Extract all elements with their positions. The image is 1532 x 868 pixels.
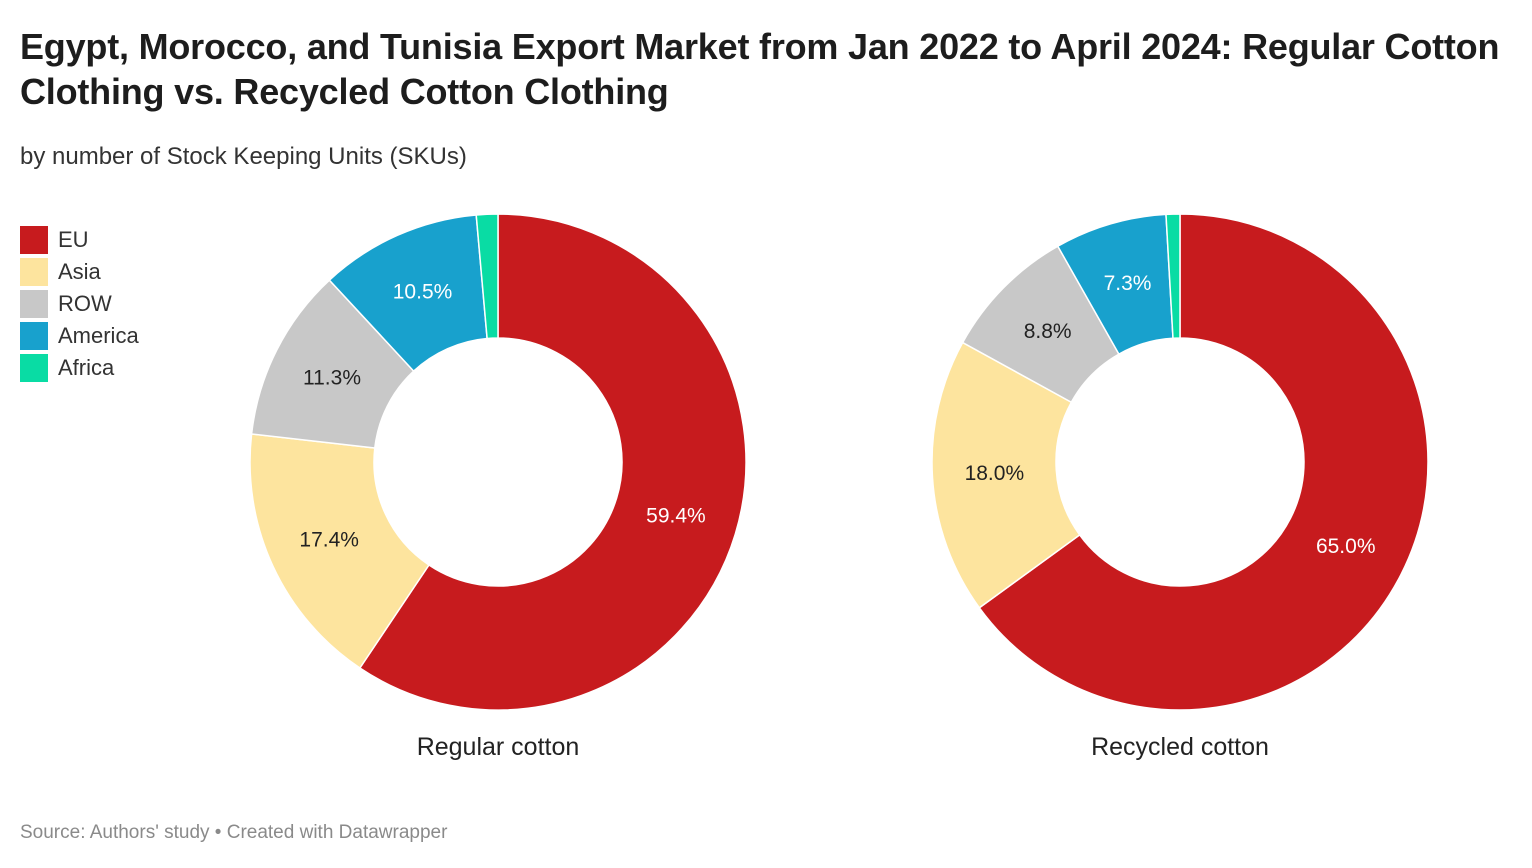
slice-regular-cotton-asia <box>249 433 430 670</box>
legend-swatch-america <box>20 322 48 350</box>
legend-label-america: America <box>58 323 139 348</box>
legend-item-asia: Asia <box>20 256 139 288</box>
data-label-recycled-cotton-row: 8.8% <box>1024 320 1072 343</box>
slice-recycled-cotton-asia <box>931 341 1081 609</box>
slice-recycled-cotton-eu <box>978 213 1429 711</box>
slice-regular-cotton-africa <box>475 213 499 340</box>
legend: EU Asia ROW America Africa <box>20 224 139 384</box>
data-label-regular-cotton-asia: 17.4% <box>299 529 359 552</box>
legend-item-africa: Africa <box>20 352 139 384</box>
legend-item-row: ROW <box>20 288 139 320</box>
chart-subtitle: by number of Stock Keeping Units (SKUs) <box>20 143 467 170</box>
chart-label-regular-cotton: Regular cotton <box>417 733 580 761</box>
chart-title: Egypt, Morocco, and Tunisia Export Marke… <box>20 26 1500 112</box>
legend-item-eu: EU <box>20 224 139 256</box>
legend-swatch-row <box>20 290 48 318</box>
chart-label-recycled-cotton: Recycled cotton <box>1091 733 1269 761</box>
data-label-regular-cotton-row: 11.3% <box>303 367 361 390</box>
legend-swatch-eu <box>20 226 48 254</box>
legend-item-america: America <box>20 320 139 352</box>
legend-swatch-asia <box>20 258 48 286</box>
slice-regular-cotton-eu <box>358 213 747 711</box>
legend-label-row: ROW <box>58 291 112 316</box>
data-label-recycled-cotton-america: 7.3% <box>1104 272 1152 295</box>
data-label-regular-cotton-eu: 59.4% <box>646 505 706 528</box>
donut-regular-cotton: 59.4% 17.4% 11.3% 10.5% Regular cotton <box>249 213 747 761</box>
data-label-recycled-cotton-eu: 65.0% <box>1316 535 1376 558</box>
legend-label-asia: Asia <box>58 259 101 284</box>
source-note: Source: Authors' study • Created with Da… <box>20 822 448 843</box>
data-label-recycled-cotton-asia: 18.0% <box>965 462 1025 485</box>
donut-recycled-cotton: 65.0% 18.0% 8.8% 7.3% Recycled cotton <box>931 213 1429 761</box>
legend-label-eu: EU <box>58 227 89 252</box>
legend-label-africa: Africa <box>58 355 115 380</box>
legend-swatch-africa <box>20 354 48 382</box>
data-label-regular-cotton-america: 10.5% <box>393 281 453 304</box>
slice-recycled-cotton-africa <box>1165 213 1181 339</box>
